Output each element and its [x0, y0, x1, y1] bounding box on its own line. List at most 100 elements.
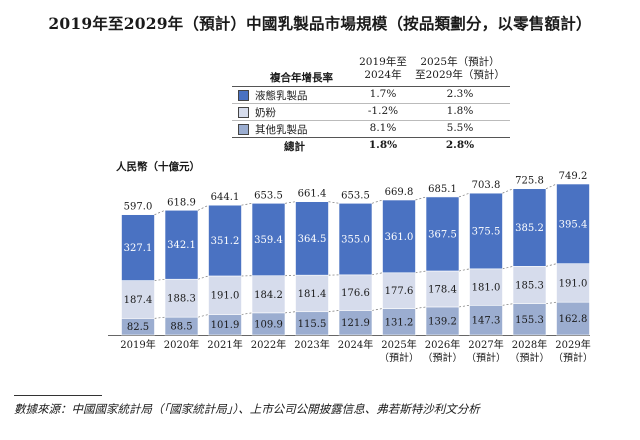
connector-line	[371, 308, 383, 311]
bar-total-label: 653.5	[254, 190, 283, 201]
x-tick-label: 2028年	[512, 338, 547, 351]
bar-value-label: 139.2	[428, 316, 457, 327]
bar-value-label: 188.3	[167, 294, 196, 305]
bar-total-label: 669.8	[385, 187, 414, 198]
connector-line	[545, 183, 557, 190]
cagr-col1-header-line1: 2019年至	[359, 56, 407, 68]
connector-line	[415, 270, 427, 274]
connector-line	[502, 266, 514, 270]
connector-line	[371, 272, 383, 276]
connector-line	[545, 263, 557, 267]
cagr-other-2025-2029: 5.5%	[446, 122, 474, 134]
bar-segment-liquid	[512, 188, 547, 267]
bar-value-label: 342.1	[167, 240, 196, 251]
bar-value-label: 385.2	[515, 223, 544, 234]
bar-total-label: 661.4	[298, 189, 327, 200]
bar-value-label: 131.2	[385, 317, 414, 328]
x-tick-label: 2027年	[468, 338, 503, 351]
bar-value-label: 375.5	[472, 226, 501, 237]
bar-segment-powder	[295, 274, 329, 313]
connector-line	[458, 304, 470, 308]
cagr-col2-header-line2: 至2029年（預計）	[415, 69, 505, 81]
connector-line	[154, 209, 166, 215]
bar-segment-liquid	[164, 209, 199, 280]
bar-value-label: 177.6	[385, 286, 414, 297]
bar-value-label: 147.3	[472, 316, 501, 327]
connector-line	[415, 196, 427, 201]
connector-line	[241, 312, 253, 315]
x-tick-label: 2022年	[251, 338, 286, 351]
source-rule	[14, 395, 102, 396]
bar-segment-other	[469, 305, 503, 336]
bar-value-label: 181.4	[298, 289, 327, 300]
x-tick-label: （預計）	[379, 351, 419, 364]
cagr-total-2025-2029: 2.8%	[445, 139, 475, 151]
bar-value-label: 191.0	[559, 278, 588, 289]
cagr-header-rule	[232, 86, 510, 87]
bar-segment-liquid	[251, 202, 286, 277]
bar-segment-powder	[382, 272, 416, 309]
cagr-other-2019-2024: 8.1%	[369, 122, 397, 134]
bar-segment-other	[425, 306, 460, 336]
bar-segment-liquid	[425, 196, 460, 272]
bar-value-label: 355.0	[341, 235, 370, 246]
cagr-powder-2025-2029: 1.8%	[446, 105, 474, 117]
bar-segment-liquid	[208, 204, 242, 277]
bar-total-label: 749.2	[559, 171, 588, 182]
bar-segment-liquid	[338, 202, 373, 276]
bar-value-label: 121.9	[341, 318, 370, 329]
bar-value-label: 367.5	[428, 229, 457, 240]
connector-line	[502, 303, 514, 306]
x-tick-label: 2020年	[164, 338, 199, 351]
connector-line	[371, 199, 383, 204]
legend-swatch-powder	[238, 107, 249, 118]
bar-value-label: 176.6	[341, 288, 370, 299]
cagr-powder-2019-2024: -1.2%	[367, 105, 399, 117]
bar-segment-powder	[164, 278, 199, 318]
legend-label-other: 其他乳製品	[255, 124, 308, 136]
connector-line	[241, 202, 253, 206]
cagr-col2-header: 2025年（預計） 至2029年（預計）	[410, 56, 510, 82]
chart-title: 2019年至2029年（預計）中國乳製品市場規模（按品類劃分，以零售額計）	[48, 14, 592, 33]
bar-segment-powder	[251, 275, 286, 314]
cagr-row-rule	[232, 103, 510, 104]
bar-value-label: 191.0	[211, 291, 240, 302]
legend-swatch-other	[238, 124, 249, 135]
x-tick-label: （預計）	[553, 351, 593, 364]
x-tick-label: 2023年	[294, 338, 329, 351]
connector-line	[154, 278, 166, 281]
bar-value-label: 115.5	[298, 319, 327, 330]
cagr-total-label: 總計	[284, 141, 305, 153]
connector-line	[284, 311, 296, 314]
bar-segment-other	[338, 310, 373, 336]
x-tick-label: 2024年	[338, 338, 373, 351]
bar-segment-other	[556, 301, 590, 336]
bar-segment-other	[512, 303, 547, 336]
bar-total-label: 703.8	[472, 180, 501, 191]
x-tick-label: 2026年	[425, 338, 460, 351]
bar-value-label: 187.4	[124, 295, 153, 306]
bar-value-label: 155.3	[515, 315, 544, 326]
bar-total-label: 653.5	[341, 190, 370, 201]
bar-value-label: 361.0	[385, 232, 414, 243]
connector-line	[545, 301, 557, 305]
connector-line	[154, 316, 166, 319]
x-tick-label: 2019年	[120, 338, 155, 351]
bar-segment-powder	[556, 263, 590, 303]
connector-line	[328, 310, 340, 313]
legend-label-liquid: 液態乳製品	[255, 90, 308, 102]
bar-segment-liquid	[295, 201, 329, 276]
bar-segment-powder	[469, 268, 503, 306]
x-tick-label: （預計）	[510, 351, 550, 364]
cagr-liquid-2019-2024: 1.7%	[369, 88, 397, 100]
bar-segment-powder	[208, 275, 242, 315]
bar-value-label: 327.1	[124, 243, 153, 254]
bar-segment-liquid	[382, 199, 416, 274]
connector-line	[284, 274, 296, 277]
bar-value-label: 181.0	[472, 283, 501, 294]
bar-segment-liquid	[556, 183, 590, 264]
bar-value-label: 359.4	[254, 235, 283, 246]
x-tick-label: （預計）	[423, 351, 463, 364]
cagr-table: 複合年增長率 2019年至 2024年 2025年（預計） 至2029年（預計）…	[0, 0, 640, 160]
